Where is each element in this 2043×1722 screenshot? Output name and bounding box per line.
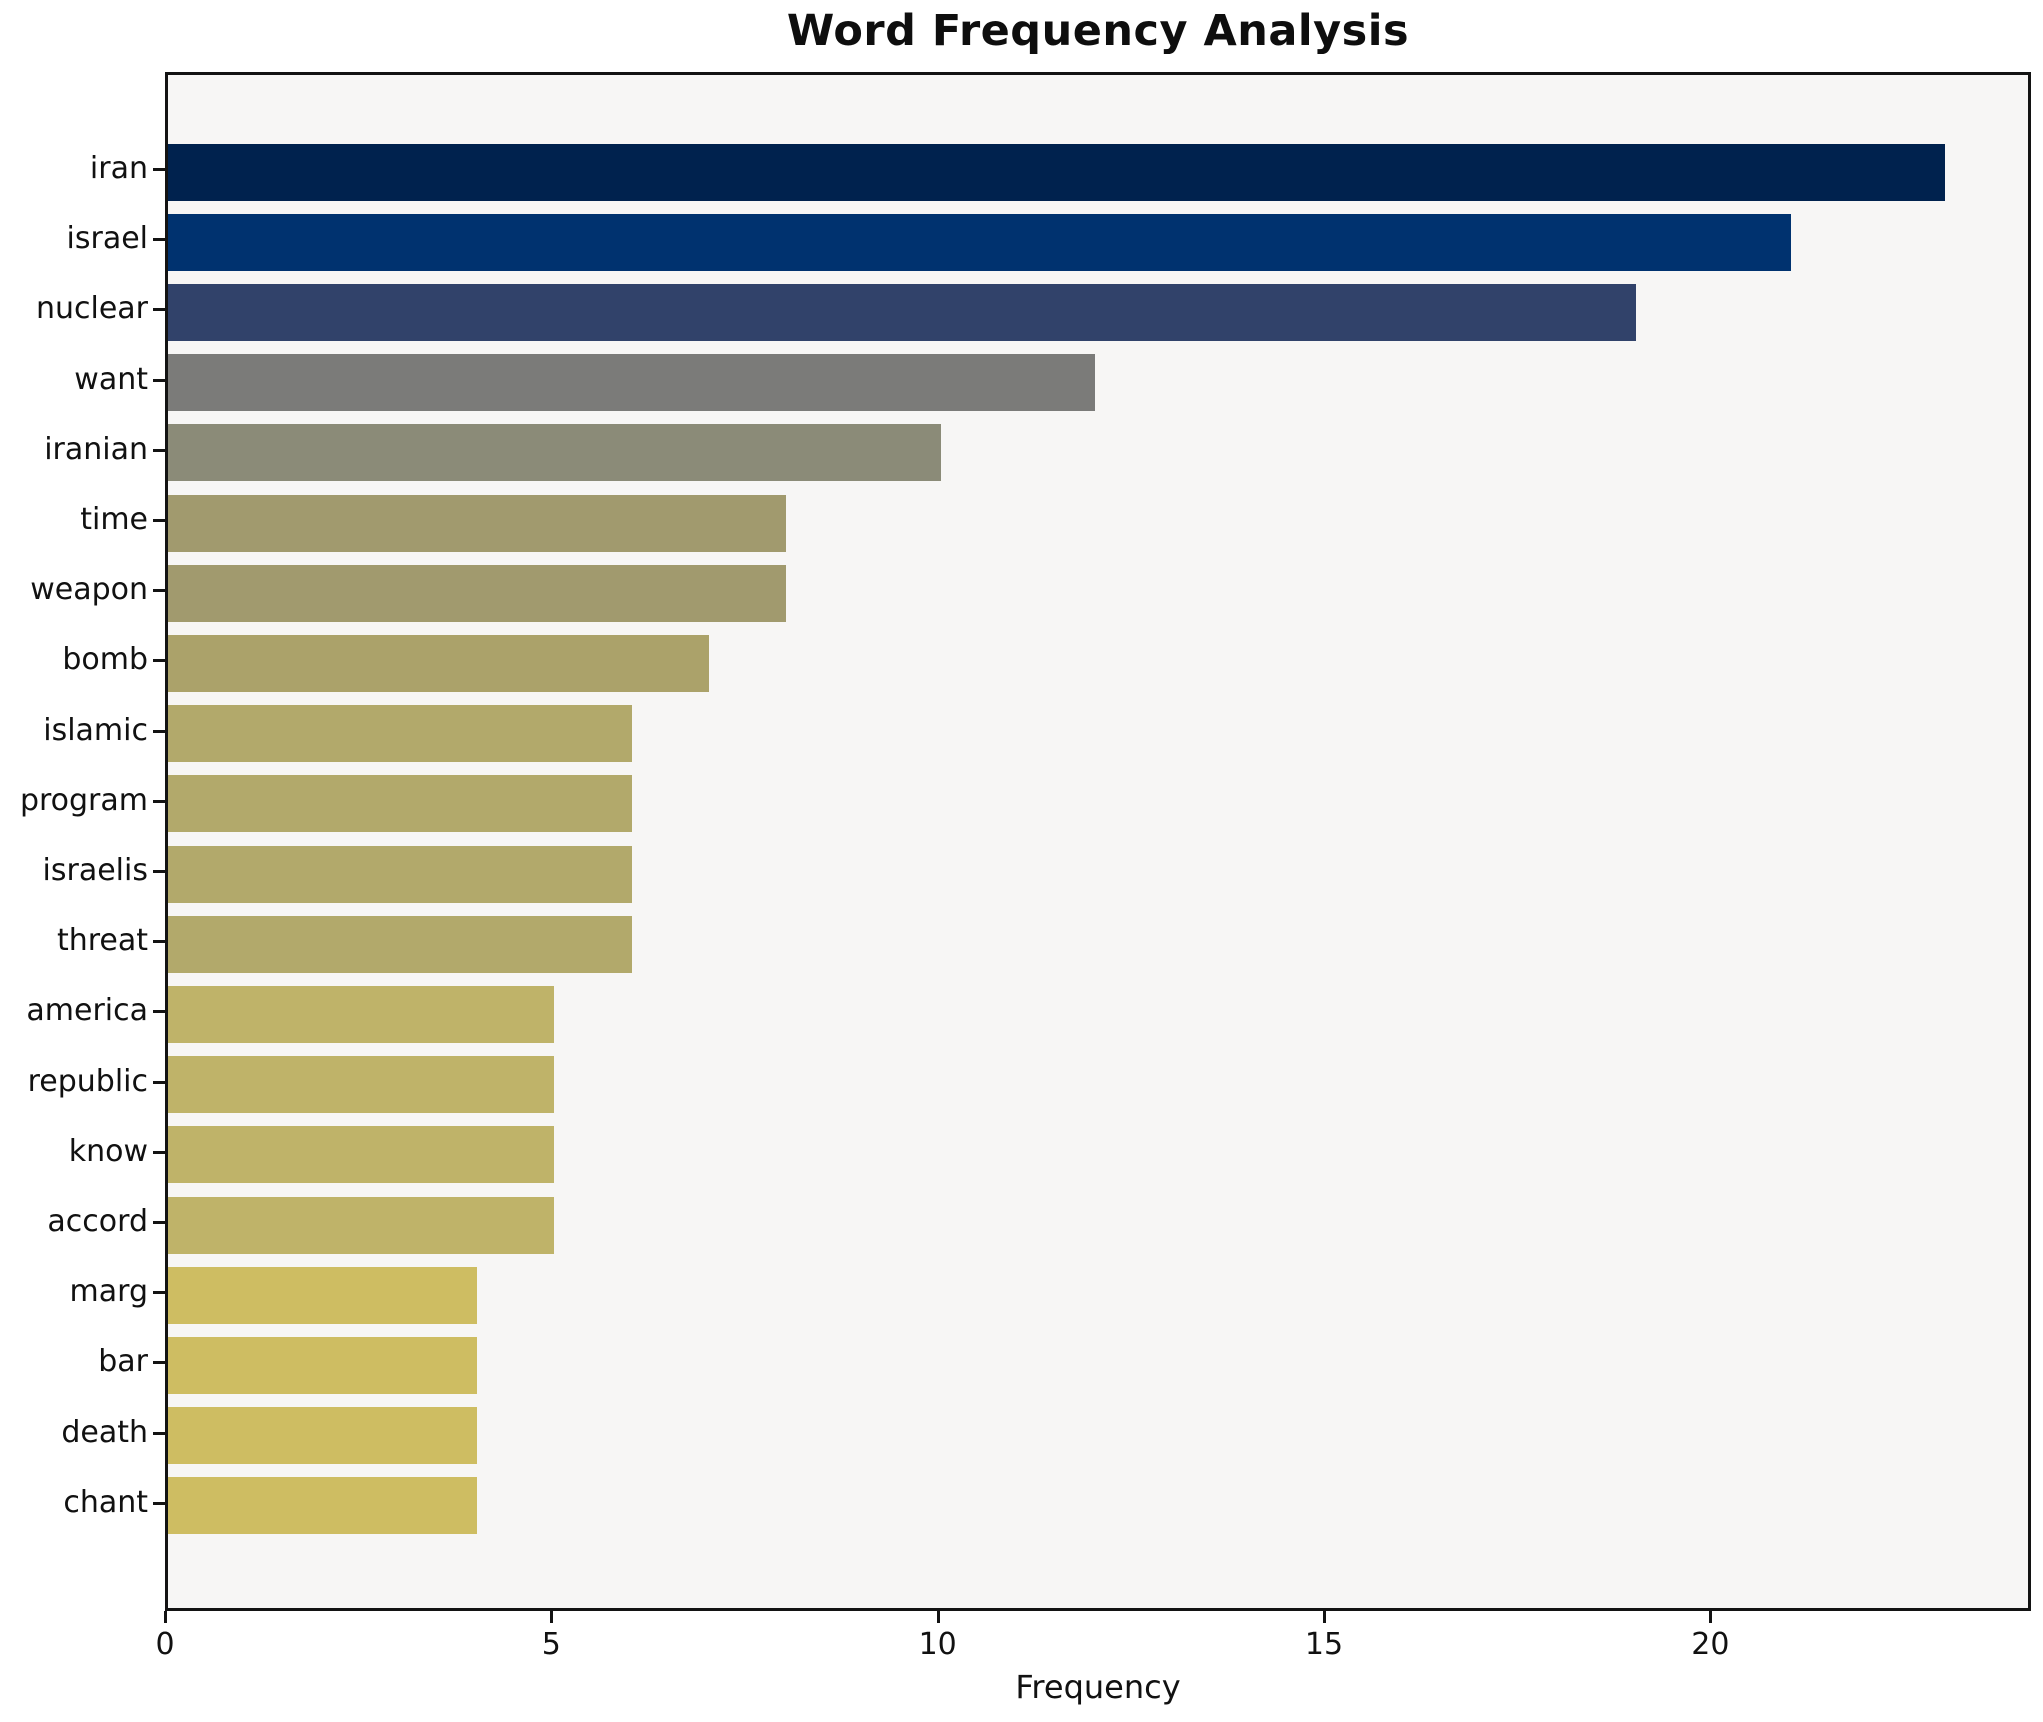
y-tick-mark [153, 1431, 165, 1435]
y-tick-mark [153, 519, 165, 522]
bar-accord [168, 1196, 555, 1254]
y-tick-label-weapon: weapon [30, 572, 148, 608]
bar-nuclear [168, 283, 1637, 341]
bar-america [168, 985, 555, 1043]
y-tick-mark [153, 799, 165, 803]
y-tick-label-know: know [68, 1133, 148, 1169]
bar-islamic [168, 705, 632, 763]
y-tick-label-chant: chant [63, 1484, 148, 1520]
y-tick-mark [153, 1501, 165, 1505]
y-tick-label-islamic: islamic [43, 712, 148, 748]
y-tick-label-marg: marg [69, 1274, 148, 1310]
y-tick-mark [153, 940, 165, 944]
y-tick-mark [153, 168, 165, 171]
y-tick-mark [153, 1221, 165, 1224]
bar-israel [168, 213, 1791, 271]
bar-want [168, 354, 1096, 412]
bar-marg [168, 1266, 478, 1324]
y-tick-mark [153, 1291, 165, 1295]
y-tick-mark [153, 1010, 165, 1014]
y-tick-label-republic: republic [27, 1063, 148, 1099]
bar-iran [168, 143, 1946, 201]
y-tick-label-iranian: iranian [44, 431, 148, 467]
y-tick-mark [153, 870, 165, 873]
bar-israelis [168, 845, 632, 903]
bar-chant [168, 1477, 478, 1535]
y-tick-mark [153, 308, 165, 312]
y-tick-mark [153, 1361, 165, 1365]
bar-bomb [168, 634, 709, 692]
bar-threat [168, 915, 632, 973]
y-tick-mark [153, 378, 165, 382]
x-tick-mark [1709, 1611, 1713, 1623]
x-tick-label-0: 0 [155, 1627, 175, 1662]
x-tick-mark [164, 1611, 167, 1623]
x-tick-mark [1323, 1611, 1326, 1623]
y-tick-label-bomb: bomb [62, 642, 148, 678]
bar-iranian [168, 424, 941, 482]
y-tick-mark [153, 729, 165, 733]
y-tick-label-america: america [26, 993, 148, 1029]
bar-death [168, 1407, 478, 1465]
y-tick-label-iran: iran [89, 151, 148, 186]
plot-area [165, 72, 2031, 1611]
x-tick-mark [936, 1611, 940, 1623]
x-axis-title: Frequency [1015, 1668, 1181, 1706]
chart-title: Word Frequency Analysis [786, 6, 1410, 56]
y-tick-label-death: death [61, 1414, 148, 1450]
bar-know [168, 1126, 555, 1184]
y-tick-label-israel: israel [66, 221, 148, 257]
y-tick-mark [153, 589, 165, 593]
x-tick-label-10: 10 [918, 1627, 957, 1662]
y-tick-mark [153, 1150, 165, 1154]
y-tick-label-bar: bar [98, 1344, 148, 1380]
y-tick-mark [153, 1080, 165, 1084]
bar-bar [168, 1336, 478, 1394]
y-tick-label-want: want [74, 361, 148, 397]
x-tick-mark [550, 1611, 554, 1623]
bar-weapon [168, 564, 787, 622]
x-tick-label-5: 5 [541, 1627, 561, 1662]
y-tick-label-program: program [19, 782, 148, 818]
y-tick-label-time: time [80, 502, 148, 537]
bar-time [168, 494, 787, 552]
x-tick-label-15: 15 [1304, 1627, 1344, 1662]
y-tick-label-israelis: israelis [42, 853, 148, 888]
bar-republic [168, 1056, 555, 1114]
y-tick-label-nuclear: nuclear [35, 291, 148, 327]
y-tick-label-accord: accord [47, 1204, 148, 1239]
bar-program [168, 775, 632, 833]
y-tick-mark [153, 238, 165, 242]
y-tick-mark [153, 659, 165, 663]
y-tick-mark [153, 448, 165, 452]
y-tick-label-threat: threat [56, 923, 148, 959]
x-tick-label-20: 20 [1691, 1627, 1730, 1662]
